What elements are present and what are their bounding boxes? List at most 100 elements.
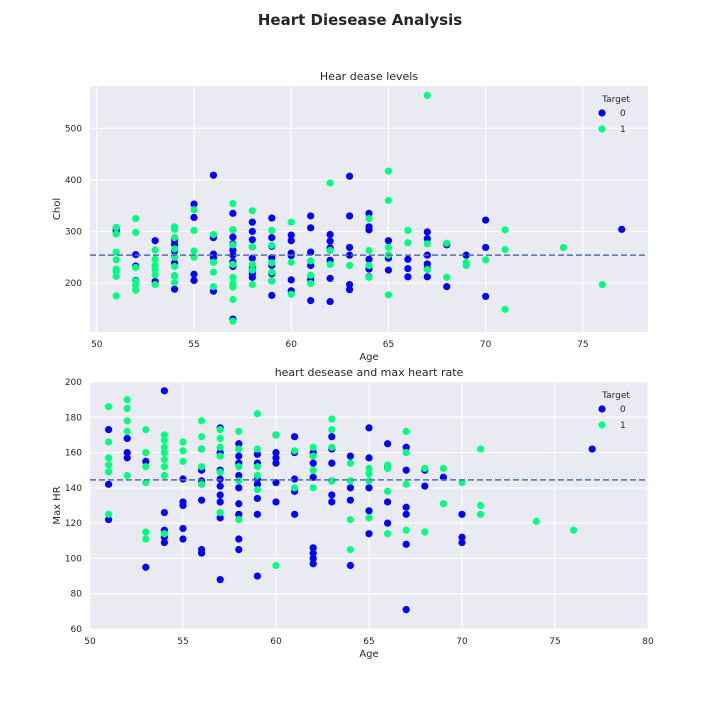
data-point (268, 277, 276, 285)
data-point (235, 471, 243, 480)
data-point (160, 538, 168, 547)
data-point (365, 255, 373, 263)
data-point (235, 535, 243, 543)
x-tick-label: 65 (383, 340, 394, 350)
data-point (170, 278, 179, 287)
data-point (384, 464, 392, 473)
data-point (402, 503, 410, 511)
data-point (458, 538, 466, 547)
data-point (307, 271, 315, 279)
legend-title: Target (601, 95, 630, 105)
chart-chol-by-age: 50 55 60 65 70 75 200 300 400 500 Age Chol Hear deas… (52, 70, 648, 363)
data-point (326, 246, 334, 255)
data-point (253, 486, 261, 494)
data-point (132, 281, 140, 289)
data-point (268, 234, 276, 242)
data-point (268, 214, 276, 222)
data-point (439, 500, 447, 508)
data-point (384, 487, 392, 495)
data-point (216, 491, 224, 499)
legend-title: Target (601, 391, 630, 401)
data-point (151, 271, 159, 279)
data-point (346, 516, 354, 524)
data-point (151, 246, 159, 254)
data-point (346, 477, 354, 485)
data-point (190, 276, 198, 285)
data-point (570, 526, 578, 534)
data-point (179, 524, 187, 533)
data-point (307, 279, 315, 288)
data-point (235, 440, 243, 448)
data-point (272, 561, 280, 570)
data-point (501, 245, 509, 254)
y-tick-label: 180 (65, 413, 82, 423)
data-point (142, 448, 150, 457)
data-point (365, 424, 373, 432)
data-point (112, 223, 120, 231)
data-point (423, 228, 431, 236)
data-point (384, 498, 392, 506)
data-point (268, 241, 276, 249)
data-point (229, 226, 237, 234)
data-point (268, 259, 276, 267)
data-point (328, 459, 336, 467)
data-point (421, 482, 429, 490)
y-tick-label: 200 (65, 279, 82, 289)
data-point (365, 484, 373, 492)
data-point (365, 470, 373, 478)
data-point (123, 417, 131, 425)
series-1 (112, 91, 606, 325)
data-point (404, 226, 412, 235)
data-point (307, 224, 315, 232)
data-point (328, 498, 336, 506)
y-tick-label: 160 (65, 449, 82, 459)
data-point (501, 226, 509, 234)
x-tick-label: 50 (91, 340, 103, 350)
data-point (209, 283, 218, 291)
x-axis-label: Age (359, 352, 378, 363)
data-point (190, 200, 198, 208)
data-point (501, 305, 509, 313)
data-point (287, 237, 295, 245)
data-point (123, 454, 131, 462)
data-point (235, 546, 243, 554)
data-point (216, 508, 224, 517)
data-point (402, 526, 410, 534)
series-1 (105, 396, 578, 570)
data-point (216, 468, 224, 476)
data-point (253, 410, 261, 418)
data-point (253, 450, 261, 458)
data-point (326, 237, 334, 245)
data-point (216, 443, 224, 451)
data-point (328, 491, 336, 499)
data-point (235, 516, 243, 524)
data-point (272, 478, 280, 487)
x-axis-label: Age (359, 649, 378, 660)
data-point (132, 228, 140, 237)
data-point (268, 291, 276, 299)
data-point (291, 484, 299, 492)
data-point (229, 273, 237, 281)
data-point (384, 266, 393, 274)
data-point (160, 530, 168, 538)
data-point (105, 510, 113, 518)
data-point (272, 454, 280, 462)
data-point (160, 463, 168, 471)
data-point (229, 251, 237, 259)
data-point (105, 480, 113, 488)
data-point (198, 463, 206, 471)
data-point (253, 463, 261, 471)
data-point (248, 254, 256, 262)
data-point (272, 448, 280, 457)
data-point (402, 605, 410, 614)
data-point (198, 417, 206, 425)
data-point (365, 209, 373, 217)
data-point (309, 560, 317, 568)
data-point (345, 280, 354, 289)
data-point (326, 274, 334, 282)
data-point (160, 471, 168, 480)
data-point (248, 273, 256, 281)
plot-area (90, 86, 648, 332)
data-point (268, 254, 276, 262)
data-point (198, 496, 206, 504)
